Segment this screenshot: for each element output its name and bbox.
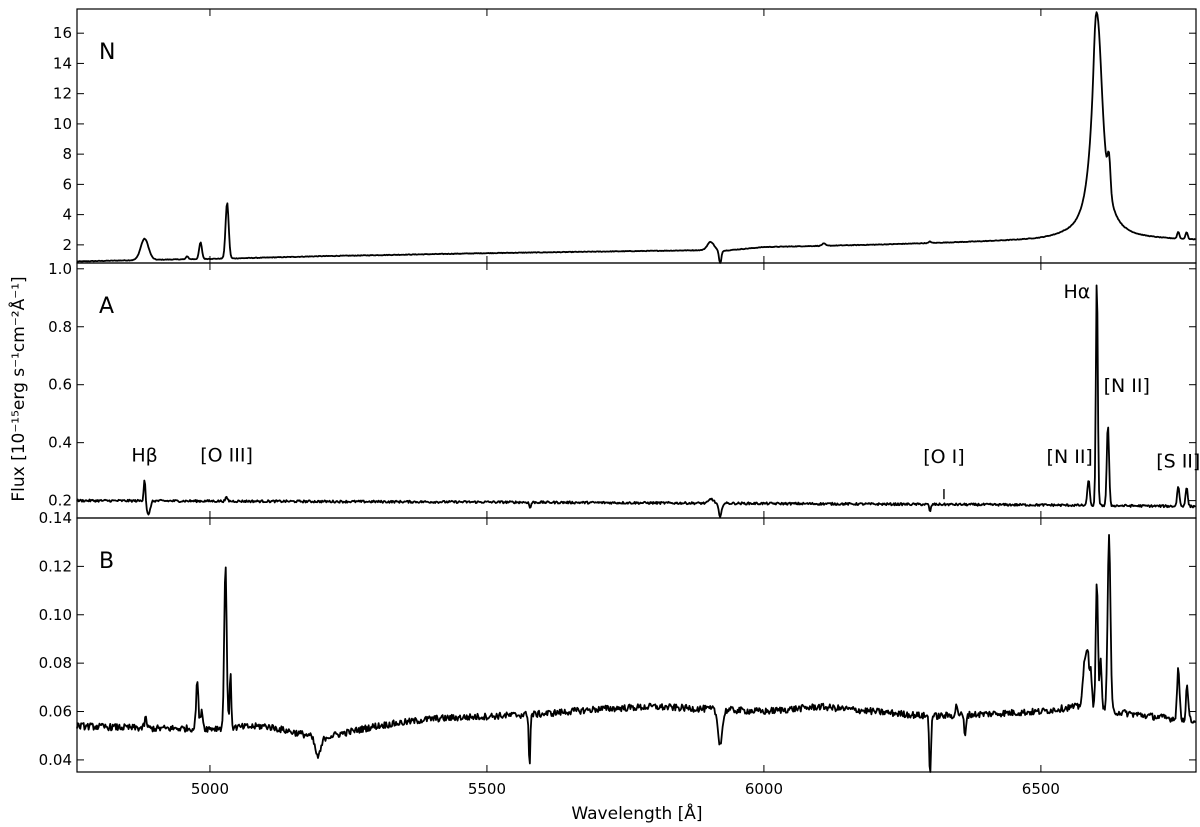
- y-tick-label: 0.8: [48, 318, 72, 336]
- line-annotation: [N II]: [1104, 375, 1150, 397]
- y-tick-label: 0.08: [39, 654, 72, 672]
- y-tick-label: 0.06: [39, 703, 72, 721]
- spectrum-line-A: [76, 284, 1197, 519]
- panel-label-A: A: [99, 294, 114, 319]
- chart-panels: 2 4 6 8 10 12 14 16 N 0.2 0.4 0.6 0.8 1.0 A Hβ [O III] [O…: [39, 8, 1200, 773]
- panel-label-B: B: [99, 549, 114, 574]
- y-tick-label: 6: [62, 175, 72, 193]
- y-tick-label: 0.10: [39, 606, 72, 624]
- panel-N-frame: [76, 8, 1197, 264]
- y-tick-label: 0.4: [48, 434, 72, 452]
- panel-A-frame: [76, 262, 1197, 519]
- y-tick-label: 0.6: [48, 376, 72, 394]
- line-annotation: [O III]: [200, 444, 253, 466]
- y-tick-label: 12: [53, 85, 72, 103]
- x-tick-label: 5500: [468, 780, 506, 798]
- y-tick-label: 10: [53, 115, 72, 133]
- panel-N: 2 4 6 8 10 12 14 16 N: [53, 8, 1197, 264]
- panel-label-N: N: [99, 40, 115, 65]
- x-tick-label: 6500: [1022, 780, 1060, 798]
- y-tick-label: 0.12: [39, 557, 72, 575]
- spectrum-line-N: [76, 11, 1196, 264]
- line-annotation: Hα: [1063, 281, 1090, 303]
- y-tick-label: 1.0: [48, 260, 72, 278]
- line-annotation: [S II]: [1156, 450, 1200, 472]
- x-tick-label: 5000: [191, 780, 229, 798]
- y-tick-label: 2: [62, 236, 72, 254]
- line-annotation: [O I]: [923, 446, 964, 468]
- y-tick-label: 14: [53, 54, 72, 72]
- y-tick-label: 0.2: [48, 492, 72, 510]
- x-tick-label: 6000: [745, 780, 783, 798]
- x-axis-ticks: 5000 5500 6000 6500: [191, 780, 1060, 798]
- y-axis-label: Flux [10⁻¹⁵erg s⁻¹cm⁻²Å⁻¹]: [7, 276, 29, 501]
- panel-B-frame: [76, 517, 1197, 773]
- y-tick-label: 0.04: [39, 751, 72, 769]
- y-tick-label: 0.14: [39, 509, 72, 527]
- y-tick-label: 8: [62, 145, 72, 163]
- panel-B: 0.04 0.06 0.08 0.10 0.12 0.14 B: [39, 509, 1197, 773]
- spectrum-line-B: [76, 533, 1197, 773]
- y-tick-label: 4: [62, 206, 72, 224]
- line-annotation: [N II]: [1047, 446, 1093, 468]
- x-axis-label: Wavelength [Å]: [571, 802, 702, 824]
- panel-A: 0.2 0.4 0.6 0.8 1.0 A Hβ [O III] [O I] [N II] Hα [N…: [48, 260, 1200, 519]
- y-tick-label: 16: [53, 24, 72, 42]
- line-annotation: Hβ: [131, 444, 157, 466]
